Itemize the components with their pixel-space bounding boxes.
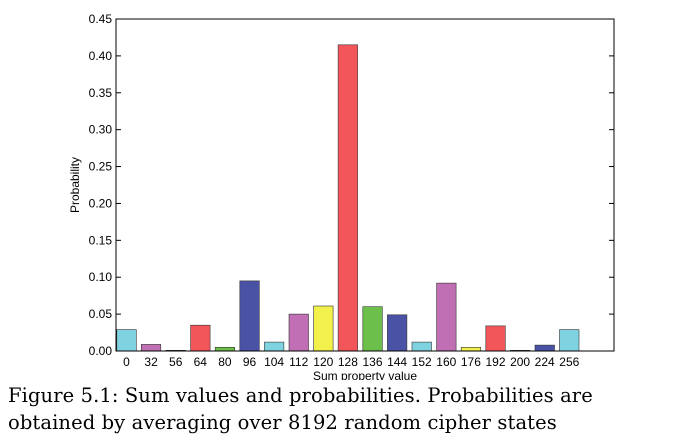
y-tick-label: 0.10 — [89, 270, 113, 284]
x-tick-label: 56 — [169, 355, 183, 369]
bar-0 — [116, 329, 137, 352]
x-tick-label: 256 — [559, 355, 579, 369]
y-axis: 0.00 0.05 0.10 0.15 0.20 0.25 0.30 0.35 0.40 0.45 — [89, 12, 614, 358]
x-tick-label: 192 — [485, 355, 505, 369]
x-tick-label: 176 — [461, 355, 481, 369]
bar-176 — [460, 346, 482, 352]
caption-line-1: Figure 5.1: Sum values and probabilities… — [8, 384, 593, 407]
x-tick-label: 112 — [289, 355, 308, 369]
x-tick-label: 32 — [144, 355, 158, 369]
x-tick-label: 120 — [313, 355, 333, 369]
y-tick-label: 0.30 — [89, 123, 113, 137]
x-tick-label: 96 — [243, 355, 257, 369]
bar-120 — [313, 305, 334, 352]
bar-192 — [485, 325, 506, 352]
bar-64 — [190, 324, 211, 352]
x-tick-label: 144 — [387, 355, 407, 369]
y-tick-label: 0.40 — [89, 49, 113, 63]
bar-96 — [239, 280, 260, 352]
x-tick-label: 128 — [338, 355, 358, 369]
x-tick-label: 80 — [218, 355, 232, 369]
bar-128 — [337, 44, 358, 352]
bar-104 — [264, 341, 285, 352]
bar-256 — [559, 329, 580, 352]
bar-224 — [534, 344, 555, 352]
plot-area — [116, 44, 580, 352]
figure-caption: Figure 5.1: Sum values and probabilities… — [8, 382, 694, 436]
x-tick-label: 152 — [412, 355, 432, 369]
x-tick-label: 200 — [510, 355, 530, 369]
y-tick-label: 0.20 — [89, 196, 113, 210]
y-tick-label: 0.00 — [89, 344, 113, 358]
bar-80 — [214, 346, 235, 352]
x-tick-label: 160 — [436, 355, 456, 369]
plot-frame — [115, 18, 615, 352]
bar-32 — [141, 344, 162, 352]
y-tick-label: 0.05 — [89, 307, 113, 321]
x-tick-label: 224 — [535, 355, 555, 369]
y-tick-label: 0.25 — [89, 160, 113, 174]
x-tick-label: 104 — [264, 355, 284, 369]
bar-144 — [387, 314, 408, 352]
y-tick-label: 0.35 — [89, 86, 113, 100]
y-tick-label: 0.15 — [89, 233, 113, 247]
y-axis-title: Probability — [68, 157, 82, 213]
bar-112 — [288, 313, 309, 352]
bar-136 — [362, 306, 383, 352]
bar-chart: 0.00 0.05 0.10 0.15 0.20 0.25 0.30 0.35 0.40 0.45… — [68, 12, 615, 380]
x-tick-label: 136 — [362, 355, 382, 369]
bar-152 — [411, 341, 432, 352]
x-axis-title: Sum property value — [313, 369, 417, 380]
x-tick-label: 64 — [194, 355, 208, 369]
y-tick-label: 0.45 — [89, 12, 113, 26]
x-tick-label: 0 — [123, 355, 130, 369]
caption-line-2: obtained by averaging over 8192 random c… — [8, 411, 557, 434]
x-axis: 0 32 56 64 80 96 104 112 120 128 136 144 152 160 176 19… — [123, 355, 579, 369]
bar-160 — [436, 282, 457, 352]
